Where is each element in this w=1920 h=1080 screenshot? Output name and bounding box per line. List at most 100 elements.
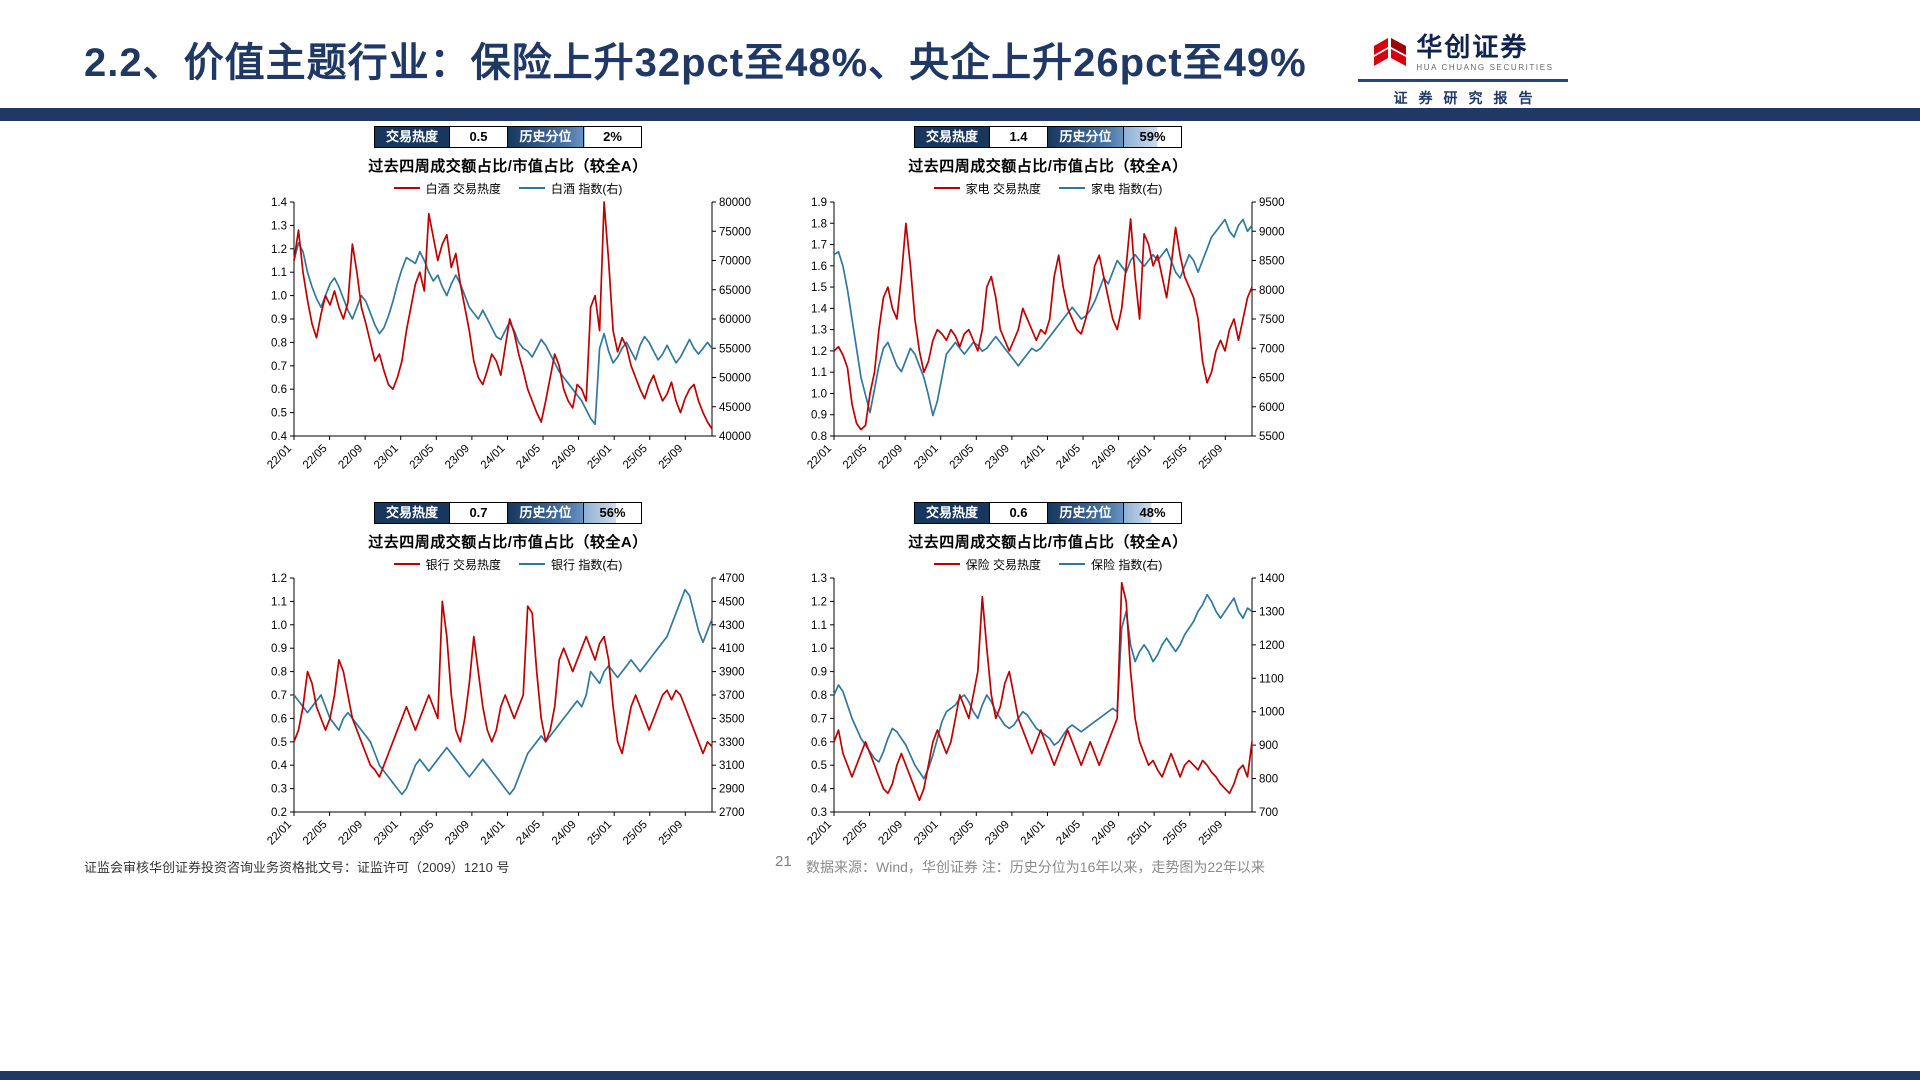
svg-text:1.0: 1.0 [811,388,827,400]
svg-text:0.6: 0.6 [271,384,287,396]
svg-text:0.7: 0.7 [811,713,827,725]
svg-text:2700: 2700 [719,807,745,819]
svg-text:25/01: 25/01 [1125,819,1154,848]
svg-text:6500: 6500 [1259,373,1285,385]
svg-text:23/01: 23/01 [372,443,401,472]
svg-text:25/05: 25/05 [1161,443,1190,472]
svg-text:22/01: 22/01 [805,819,834,848]
svg-text:24/05: 24/05 [1054,819,1083,848]
svg-text:1.5: 1.5 [811,282,827,294]
svg-text:23/01: 23/01 [372,819,401,848]
svg-text:9000: 9000 [1259,226,1285,238]
line-chart-appliance: 0.8 0.9 1.0 1.1 1.2 1.3 1.4 1.5 1.6 1.7 1.8 1.9 5500… [805,197,1285,472]
stats-badges: 交易热度 0.7 历史分位 56% [248,502,768,524]
svg-text:23/01: 23/01 [912,819,941,848]
svg-text:1.2: 1.2 [271,244,287,256]
legend-heat-label: 家电 交易热度 [965,181,1041,196]
svg-text:25/05: 25/05 [621,819,650,848]
svg-text:3900: 3900 [719,667,745,679]
svg-text:1200: 1200 [1259,640,1285,652]
chart-legend: 家电 交易热度 家电 指数(右) [788,180,1308,196]
svg-text:22/05: 22/05 [301,443,330,472]
svg-text:25/05: 25/05 [1161,819,1190,848]
svg-text:24/01: 24/01 [1019,443,1048,472]
legend-index-label: 保险 指数(右) [1091,557,1163,572]
svg-text:25/09: 25/09 [1197,819,1226,848]
percentile-label: 历史分位 [1048,502,1124,524]
svg-text:4700: 4700 [719,573,745,585]
svg-text:0.6: 0.6 [271,713,287,725]
percentile-value: 59% [1124,126,1182,148]
svg-text:0.8: 0.8 [271,667,287,679]
svg-text:0.9: 0.9 [271,643,287,655]
svg-text:55000: 55000 [719,343,751,355]
svg-text:24/09: 24/09 [550,443,579,472]
chart-legend: 保险 交易热度 保险 指数(右) [788,556,1308,572]
svg-text:0.9: 0.9 [811,667,827,679]
svg-text:0.9: 0.9 [271,314,287,326]
chart-panel-insurance: 交易热度 0.6 历史分位 48% 过去四周成交额占比/市值占比（较全A） 保险… [788,502,1308,872]
blue-line-swatch [519,187,545,189]
red-line-swatch [393,187,420,189]
svg-text:25/01: 25/01 [585,443,614,472]
svg-text:0.5: 0.5 [271,408,287,420]
chart-title: 过去四周成交额占比/市值占比（较全A） [368,534,648,551]
svg-text:700: 700 [1259,807,1278,819]
svg-text:4500: 4500 [719,596,745,608]
svg-text:1100: 1100 [1259,673,1284,685]
svg-text:65000: 65000 [719,285,751,297]
svg-text:80000: 80000 [719,197,751,209]
heat-value: 0.5 [450,126,508,148]
line-chart-bank: 0.2 0.3 0.4 0.5 0.6 0.7 0.8 0.9 1.0 1.1 1.2 2700 290… [265,573,745,848]
svg-text:23/05: 23/05 [408,819,437,848]
svg-text:1.1: 1.1 [271,596,287,608]
svg-text:23/01: 23/01 [912,443,941,472]
svg-text:4100: 4100 [719,643,745,655]
red-line-swatch [393,563,420,565]
svg-text:0.7: 0.7 [271,361,287,373]
footer-license-text: 证监会审核华创证券投资咨询业务资格批文号：证监许可（2009）1210 号 [84,860,510,875]
bottom-bar [0,1071,1920,1080]
svg-text:3100: 3100 [719,760,745,772]
svg-text:40000: 40000 [719,431,751,443]
chart-panel-appliance: 交易热度 1.4 历史分位 59% 过去四周成交额占比/市值占比（较全A） 家电… [788,126,1308,496]
svg-text:1.6: 1.6 [811,261,827,273]
svg-text:24/01: 24/01 [479,443,508,472]
heat-label: 交易热度 [374,502,450,524]
header-divider-bar [0,108,1920,121]
svg-text:24/05: 24/05 [514,443,543,472]
svg-text:45000: 45000 [719,402,751,414]
red-line-swatch [933,187,960,189]
svg-text:1.4: 1.4 [271,197,288,209]
chart-title: 过去四周成交额占比/市值占比（较全A） [368,158,648,175]
svg-text:7000: 7000 [1259,343,1285,355]
svg-text:25/09: 25/09 [657,819,686,848]
heat-label: 交易热度 [914,126,990,148]
svg-text:23/05: 23/05 [408,443,437,472]
logo-en-text: HUA CHUANG SECURITIES [1416,63,1554,72]
svg-text:22/01: 22/01 [265,819,294,848]
svg-text:0.8: 0.8 [811,431,827,443]
svg-text:0.5: 0.5 [811,760,827,772]
svg-text:3500: 3500 [719,713,745,725]
svg-text:1400: 1400 [1259,573,1285,585]
svg-text:1.4: 1.4 [811,303,828,315]
stats-badges: 交易热度 0.5 历史分位 2% [248,126,768,148]
svg-text:0.4: 0.4 [271,431,288,443]
svg-text:0.8: 0.8 [811,690,827,702]
svg-text:24/01: 24/01 [479,819,508,848]
svg-text:0.3: 0.3 [811,807,827,819]
charts-grid: 交易热度 0.5 历史分位 2% 过去四周成交额占比/市值占比（较全A） 白酒 … [248,126,1308,872]
svg-text:8000: 8000 [1259,285,1285,297]
percentile-label: 历史分位 [508,126,584,148]
svg-text:22/01: 22/01 [805,443,834,472]
line-chart-insurance: 0.3 0.4 0.5 0.6 0.7 0.8 0.9 1.0 1.1 1.2 1.3 700 800 9… [805,573,1285,848]
svg-text:1000: 1000 [1259,707,1285,719]
svg-text:24/05: 24/05 [1054,443,1083,472]
heat-value: 0.7 [450,502,508,524]
heat-value: 1.4 [990,126,1048,148]
percentile-label: 历史分位 [508,502,584,524]
svg-text:24/01: 24/01 [1019,819,1048,848]
legend-heat-label: 保险 交易热度 [965,557,1041,572]
svg-text:22/09: 22/09 [876,819,905,848]
